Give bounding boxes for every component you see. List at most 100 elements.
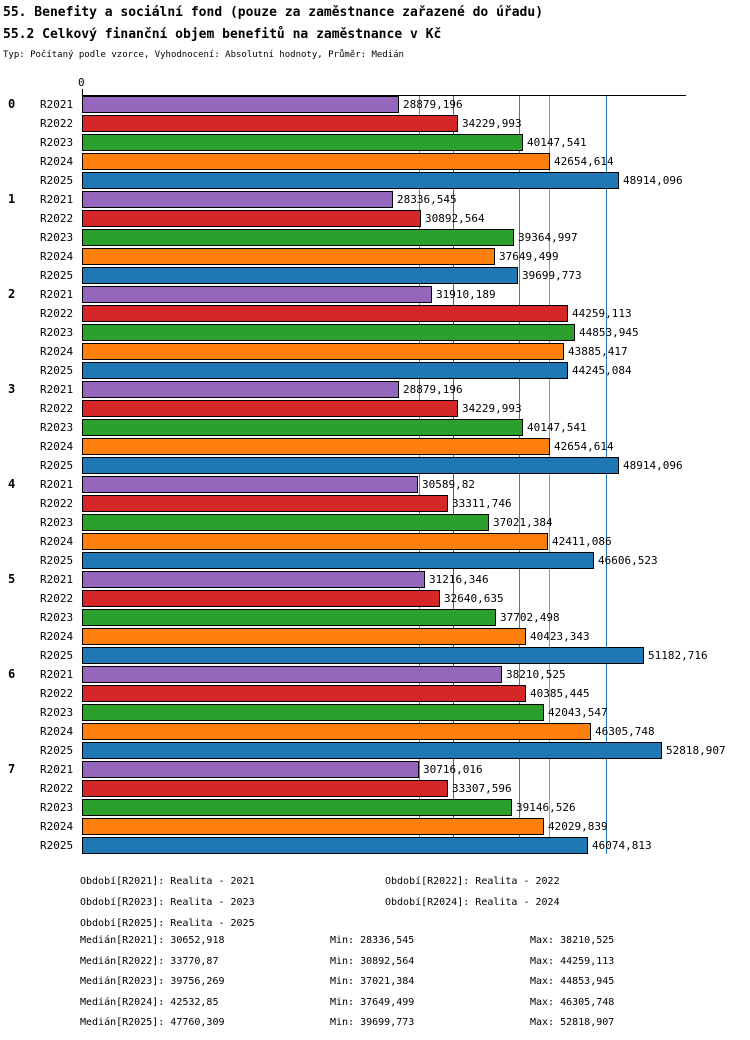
series-label: R2021 [40, 573, 74, 586]
stat-median: Medián[R2023]: 39756,269 [80, 976, 225, 987]
bar-1-r2022 [82, 210, 421, 227]
bar-2-r2022 [82, 305, 568, 322]
median-gridline-r2025 [606, 95, 607, 854]
bar-value-label: 40385,445 [530, 687, 590, 700]
bar-value-label: 46074,813 [592, 839, 652, 852]
series-label: R2024 [40, 155, 74, 168]
bar-value-label: 42043,547 [548, 706, 608, 719]
bar-2-r2024 [82, 343, 564, 360]
group-label-2: 2 [8, 287, 16, 301]
bar-7-r2023 [82, 799, 512, 816]
series-label: R2025 [40, 459, 74, 472]
bar-value-label: 28336,545 [397, 193, 457, 206]
bar-value-label: 38210,525 [506, 668, 566, 681]
series-label: R2025 [40, 364, 74, 377]
series-label: R2022 [40, 212, 74, 225]
bar-value-label: 44853,945 [579, 326, 639, 339]
x-axis-tick [82, 89, 83, 95]
bar-value-label: 43885,417 [568, 345, 628, 358]
bar-value-label: 40147,541 [527, 136, 587, 149]
bar-3-r2025 [82, 457, 619, 474]
median-gridline-r2021 [419, 95, 420, 854]
series-label: R2025 [40, 554, 74, 567]
series-label: R2025 [40, 744, 74, 757]
stat-min: Min: 39699,773 [330, 1017, 415, 1028]
series-label: R2024 [40, 345, 74, 358]
bar-value-label: 40423,343 [530, 630, 590, 643]
series-label: R2022 [40, 497, 74, 510]
series-label: R2023 [40, 706, 74, 719]
x-axis-line [82, 95, 686, 96]
bar-3-r2021 [82, 381, 399, 398]
bar-value-label: 44259,113 [572, 307, 632, 320]
group-label-7: 7 [8, 762, 16, 776]
bar-7-r2021 [82, 761, 419, 778]
bar-4-r2021 [82, 476, 418, 493]
bar-value-label: 46606,523 [598, 554, 658, 567]
stat-median: Medián[R2024]: 42532,85 [80, 996, 219, 1008]
series-label: R2023 [40, 136, 74, 149]
bar-value-label: 39364,997 [518, 231, 578, 244]
series-label: R2021 [40, 193, 74, 206]
series-label: R2022 [40, 687, 74, 700]
legend-item: Období[R2025]: Realita - 2025 [80, 918, 255, 929]
series-label: R2025 [40, 839, 74, 852]
bar-value-label: 31216,346 [429, 573, 489, 586]
bar-value-label: 34229,993 [462, 117, 522, 130]
bar-1-r2025 [82, 267, 518, 284]
bar-value-label: 37702,498 [500, 611, 560, 624]
bar-6-r2024 [82, 723, 591, 740]
bar-value-label: 33307,596 [452, 782, 512, 795]
bar-6-r2025 [82, 742, 662, 759]
report-meta-line: Typ: Počítaný podle vzorce, Vyhodnocení:… [3, 50, 404, 60]
legend-item: Období[R2021]: Realita - 2021 [80, 876, 255, 887]
bar-4-r2023 [82, 514, 489, 531]
series-label: R2024 [40, 820, 74, 833]
report-subtitle: 55.2 Celkový finanční objem benefitů na … [3, 27, 442, 42]
legend-item: Období[R2022]: Realita - 2022 [385, 876, 560, 887]
series-label: R2021 [40, 288, 74, 301]
bar-value-label: 37021,384 [493, 516, 553, 529]
series-label: R2022 [40, 307, 74, 320]
series-label: R2021 [40, 668, 74, 681]
median-gridline-r2022 [453, 95, 454, 854]
bar-value-label: 30892,564 [425, 212, 485, 225]
bar-0-r2022 [82, 115, 458, 132]
bar-value-label: 32640,635 [444, 592, 504, 605]
bar-2-r2023 [82, 324, 575, 341]
bar-value-label: 42654,614 [554, 155, 614, 168]
bar-4-r2025 [82, 552, 594, 569]
bar-value-label: 52818,907 [666, 744, 726, 757]
bar-1-r2024 [82, 248, 495, 265]
series-label: R2025 [40, 174, 74, 187]
series-label: R2022 [40, 592, 74, 605]
group-label-1: 1 [8, 192, 16, 206]
bar-5-r2025 [82, 647, 644, 664]
bar-value-label: 28879,196 [403, 383, 463, 396]
bar-0-r2024 [82, 153, 550, 170]
group-label-0: 0 [8, 97, 16, 111]
bar-7-r2024 [82, 818, 544, 835]
series-label: R2021 [40, 478, 74, 491]
stat-min: Min: 37649,499 [330, 996, 415, 1008]
bar-4-r2024 [82, 533, 548, 550]
stat-min: Min: 37021,384 [330, 976, 415, 987]
bar-value-label: 44245,084 [572, 364, 632, 377]
bar-value-label: 48914,096 [623, 459, 683, 472]
group-label-5: 5 [8, 572, 16, 586]
bar-1-r2021 [82, 191, 393, 208]
series-label: R2022 [40, 402, 74, 415]
median-gridline-r2024 [549, 95, 550, 854]
median-gridline-r2023 [519, 95, 520, 854]
x-axis-zero-label: 0 [78, 76, 85, 89]
bar-1-r2023 [82, 229, 514, 246]
bar-value-label: 48914,096 [623, 174, 683, 187]
bar-6-r2023 [82, 704, 544, 721]
report-title: 55. Benefity a sociální fond (pouze za z… [3, 5, 544, 20]
bar-value-label: 33311,746 [452, 497, 512, 510]
bar-value-label: 28879,196 [403, 98, 463, 111]
bar-5-r2022 [82, 590, 440, 607]
series-label: R2023 [40, 516, 74, 529]
bar-6-r2021 [82, 666, 502, 683]
